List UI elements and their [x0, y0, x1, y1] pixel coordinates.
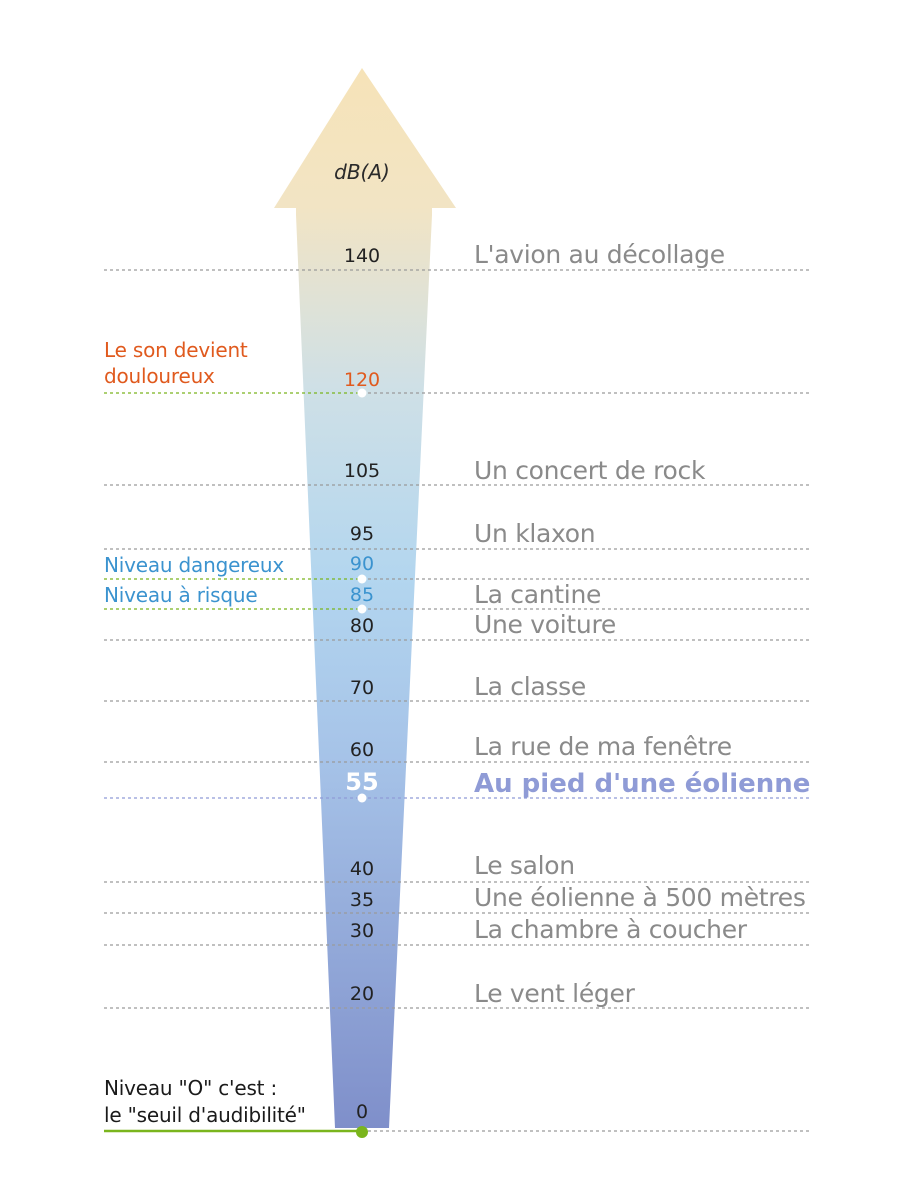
annotation-threshold-line1: Niveau "O" c'est :: [104, 1076, 277, 1100]
value-90: 90: [350, 553, 374, 575]
value-95: 95: [350, 523, 374, 545]
desc-60: La rue de ma fenêtre: [474, 732, 732, 761]
value-70: 70: [350, 677, 374, 699]
desc-35: Une éolienne à 500 mètres: [474, 883, 806, 912]
value-60: 60: [350, 739, 374, 761]
value-80: 80: [350, 615, 374, 637]
value-0: 0: [356, 1101, 368, 1123]
annotation-dangerous: Niveau dangereux: [104, 553, 284, 577]
marker-0: [356, 1126, 368, 1138]
desc-70: La classe: [474, 672, 586, 701]
annotation-risk: Niveau à risque: [104, 583, 257, 607]
value-40: 40: [350, 858, 374, 880]
value-85: 85: [350, 584, 374, 606]
desc-55: Au pied d'une éolienne: [474, 769, 810, 799]
value-35: 35: [350, 889, 374, 911]
value-55: 55: [345, 768, 378, 796]
desc-95: Un klaxon: [474, 519, 595, 548]
annotation-threshold-line2: le "seuil d'audibilité": [104, 1103, 306, 1127]
decibel-arrow: [274, 68, 456, 1128]
desc-85: La cantine: [474, 580, 601, 609]
desc-30: La chambre à coucher: [474, 915, 748, 944]
value-120: 120: [344, 369, 380, 391]
value-105: 105: [344, 460, 380, 482]
value-30: 30: [350, 920, 374, 942]
value-20: 20: [350, 983, 374, 1005]
annotation-painful-line1: Le son devient: [104, 338, 248, 362]
reference-lines: [104, 269, 810, 1132]
annotation-painful-line2: douloureux: [104, 364, 215, 388]
desc-105: Un concert de rock: [474, 456, 706, 485]
unit-label: dB(A): [334, 160, 390, 184]
desc-140: L'avion au décollage: [474, 240, 725, 269]
desc-40: Le salon: [474, 851, 575, 880]
marker-120: [357, 388, 367, 398]
value-140: 140: [344, 245, 380, 267]
desc-80: Une voiture: [474, 610, 616, 639]
marker-85: [357, 604, 367, 614]
marker-90: [357, 574, 367, 584]
desc-20: Le vent léger: [474, 979, 636, 1008]
marker-55: [357, 793, 367, 803]
